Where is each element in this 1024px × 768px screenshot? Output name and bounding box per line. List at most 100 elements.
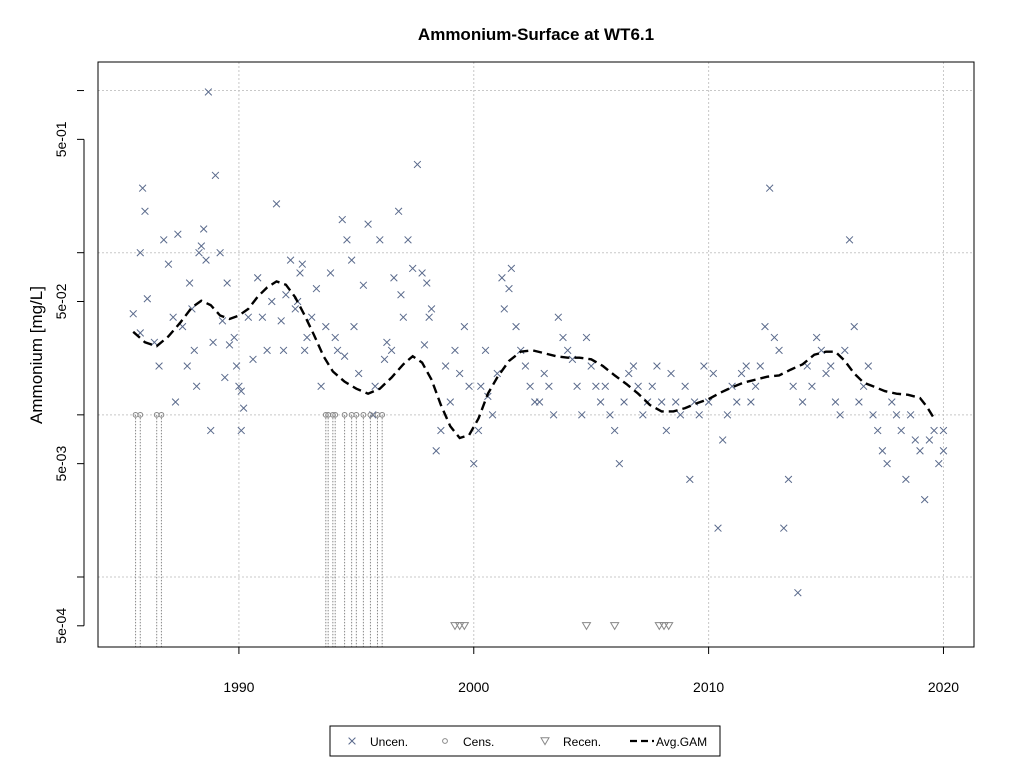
uncensored-point: [420, 341, 429, 349]
uncensored-point: [855, 398, 863, 406]
uncensored-point: [606, 411, 614, 419]
uncensored-point: [312, 284, 321, 293]
uncensored-point: [714, 524, 722, 532]
uncensored-point: [549, 411, 558, 419]
uncensored-point: [279, 346, 288, 355]
uncensored-point: [390, 274, 398, 282]
uncensored-point: [845, 236, 854, 244]
legend-censored-symbol: [442, 738, 448, 744]
uncensored-point: [873, 426, 882, 435]
uncensored-point: [521, 362, 530, 370]
uncensored-point: [218, 317, 227, 325]
y-tick-label: 5e-04: [53, 608, 69, 644]
legend: Uncen. Cens. Recen. Avg.GAM: [329, 725, 721, 757]
x-tick-label: 1990: [223, 679, 254, 695]
uncensored-point: [298, 260, 307, 268]
uncensored-point: [676, 411, 685, 419]
x-tick-label: 2000: [458, 679, 489, 695]
uncensored-point: [742, 362, 750, 370]
uncensored-point: [404, 236, 412, 244]
uncensored-point: [812, 333, 821, 342]
uncensored-point: [911, 436, 920, 444]
uncensored-point: [192, 382, 201, 391]
uncensored-point: [291, 305, 300, 313]
uncensored-point: [249, 355, 257, 364]
uncensored-point: [317, 382, 325, 391]
uncensored-point: [230, 333, 238, 342]
uncensored-point: [155, 362, 163, 370]
uncensored-point: [775, 346, 783, 355]
uncensored-point: [185, 279, 194, 287]
uncensored-point: [902, 475, 910, 484]
uncensored-point: [394, 207, 403, 216]
legend-recensored-symbol: [540, 737, 550, 746]
uncensored-point: [906, 411, 915, 419]
uncensored-point: [169, 313, 177, 321]
censored-point: [360, 411, 367, 418]
legend-label: Recen.: [563, 735, 601, 749]
uncensored-point: [761, 322, 769, 331]
uncensored-point: [272, 200, 281, 208]
uncensored-point: [507, 264, 516, 273]
uncensored-point: [653, 362, 661, 370]
uncensored-point: [620, 398, 628, 406]
uncensored-point: [596, 398, 605, 406]
uncensored-point: [143, 294, 152, 303]
censored-point: [322, 411, 329, 418]
uncensored-point: [747, 398, 755, 406]
uncensored-point: [559, 333, 567, 342]
uncensored-point: [540, 369, 548, 378]
uncensored-point: [470, 459, 478, 468]
uncensored-point: [488, 411, 497, 419]
gam-curve: [132, 280, 936, 440]
uncensored-point: [397, 291, 405, 299]
uncensored-point: [150, 338, 159, 347]
uncensored-point: [817, 346, 826, 355]
uncensored-point: [780, 524, 788, 532]
uncensored-point: [359, 281, 368, 289]
uncensored-point: [878, 447, 887, 455]
uncensored-point: [582, 333, 591, 342]
uncensored-point: [592, 382, 600, 391]
x-tick-label: 2010: [693, 679, 724, 695]
uncensored-point: [199, 225, 208, 233]
uncensored-point: [883, 459, 891, 468]
uncensored-point: [925, 436, 934, 444]
uncensored-point: [376, 236, 384, 244]
uncensored-point: [723, 411, 732, 419]
uncensored-point: [223, 279, 231, 287]
uncensored-point: [237, 426, 246, 435]
uncensored-point: [850, 322, 858, 331]
uncensored-point: [371, 382, 379, 391]
censored-point: [379, 411, 386, 418]
uncensored-point: [446, 398, 455, 406]
uncensored-point: [141, 207, 149, 216]
uncensored-point: [432, 447, 440, 455]
uncensored-point: [322, 322, 330, 331]
uncensored-point: [399, 313, 408, 321]
uncensored-point: [920, 495, 929, 504]
uncensored-point: [340, 352, 349, 360]
uncensored-point: [737, 369, 746, 378]
legend-label: Cens.: [463, 735, 494, 749]
uncensored-point: [836, 411, 844, 419]
uncensored-point: [195, 248, 203, 257]
uncensored-point: [174, 230, 182, 238]
uncensored-point: [897, 426, 905, 435]
legend-uncensored-symbol: [348, 737, 356, 745]
recensored-point: [454, 622, 465, 631]
uncensored-point: [770, 333, 779, 342]
y-axis: 5e-04 5e-03 5e-02 5e-01: [53, 90, 85, 644]
y-tick-label: 5e-01: [53, 121, 69, 157]
uncensored-point: [427, 305, 436, 313]
plot-frame: [97, 61, 975, 648]
uncensored-point: [841, 346, 849, 355]
uncensored-point: [451, 346, 459, 355]
uncensored-point: [221, 373, 229, 382]
uncensored-point: [500, 305, 509, 313]
x-tick-label: 2020: [928, 679, 959, 695]
uncensored-point: [634, 382, 642, 391]
y-axis-label: Ammonium [mg/L]: [27, 286, 46, 424]
y-tick-label: 5e-02: [53, 283, 69, 319]
uncensored-point: [498, 274, 506, 282]
